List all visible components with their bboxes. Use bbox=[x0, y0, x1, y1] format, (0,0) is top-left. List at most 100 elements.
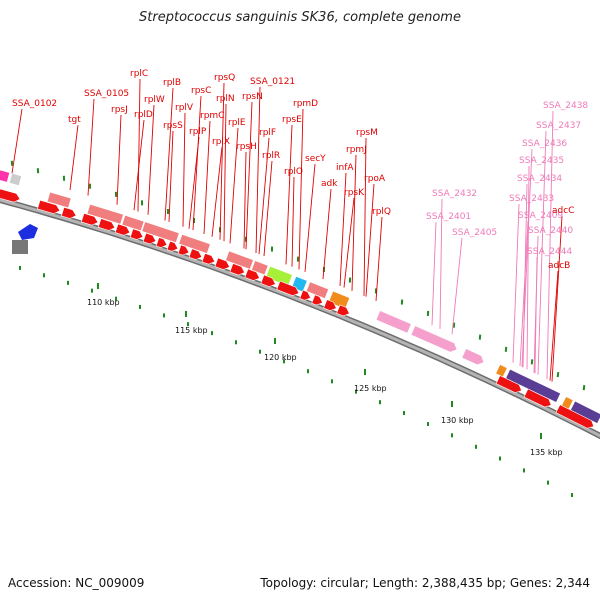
forward-gene bbox=[121, 214, 145, 232]
leader-line bbox=[431, 221, 437, 326]
upper-tick bbox=[530, 359, 534, 365]
reverse-gene-shape bbox=[244, 268, 260, 281]
gene-label: rpsK bbox=[344, 188, 365, 198]
reverse-gene-shape bbox=[201, 252, 216, 265]
scale-tick bbox=[523, 468, 525, 473]
major-tick bbox=[540, 433, 542, 439]
scale-tick bbox=[115, 296, 117, 301]
leader-line bbox=[363, 137, 367, 296]
scale-tick bbox=[475, 444, 477, 449]
orange-cds-shape bbox=[495, 364, 508, 378]
pink-cds bbox=[410, 325, 458, 353]
gene-layer bbox=[0, 169, 600, 429]
scale-label: 125 kbp bbox=[354, 384, 387, 393]
leader-line bbox=[137, 78, 141, 212]
reverse-gene-shape bbox=[276, 280, 300, 296]
major-tick bbox=[185, 311, 187, 317]
gene-label: rpsS bbox=[163, 121, 183, 131]
leader-line bbox=[255, 86, 261, 254]
upper-tick bbox=[270, 246, 274, 252]
leader-line bbox=[182, 112, 186, 227]
gene-label: secY bbox=[305, 154, 326, 164]
scale-tick bbox=[403, 411, 405, 416]
major-tick bbox=[364, 369, 366, 375]
forward-gene bbox=[225, 250, 254, 270]
gene-label: SSA_2401 bbox=[426, 212, 471, 222]
leader-line bbox=[375, 216, 383, 301]
leader-line bbox=[534, 256, 538, 374]
scale-label-layer: 110 kbp 115 kbp 120 kbp 125 kbp 130 kbp 135 k… bbox=[87, 283, 563, 457]
gene-label: rplN bbox=[216, 94, 235, 104]
leader-line bbox=[291, 176, 295, 267]
upper-tick bbox=[88, 183, 92, 189]
leader-line bbox=[133, 119, 145, 211]
reverse-gene-shape bbox=[229, 263, 246, 276]
gene-label: adcB bbox=[548, 261, 570, 271]
gene-label: rplX bbox=[212, 137, 230, 147]
reverse-gene bbox=[299, 289, 312, 301]
leader-line bbox=[245, 101, 253, 250]
scale-tick bbox=[331, 379, 333, 384]
leader-line bbox=[285, 124, 293, 265]
leader-line bbox=[537, 130, 547, 375]
leader-line bbox=[243, 151, 247, 249]
leader-line bbox=[451, 237, 463, 335]
major-tick bbox=[97, 283, 99, 289]
gene-label: rpmC bbox=[200, 111, 224, 121]
pink-cds-shape bbox=[461, 348, 485, 366]
leader-line bbox=[87, 98, 95, 196]
gene-label: SSA_2440 bbox=[528, 226, 573, 236]
upper-tick bbox=[582, 385, 586, 391]
gene-label: rpsQ bbox=[214, 73, 235, 83]
upper-tick bbox=[10, 160, 14, 166]
gene-label: rplE bbox=[228, 118, 246, 128]
reverse-gene-shape bbox=[260, 274, 276, 287]
scale-tick bbox=[547, 480, 549, 485]
gene-label: rpsJ bbox=[111, 105, 128, 115]
gene-label: adk bbox=[321, 179, 338, 189]
leader-line bbox=[521, 148, 533, 368]
leader-line bbox=[147, 104, 155, 215]
upper-tick bbox=[114, 191, 118, 197]
leader-line bbox=[365, 183, 375, 297]
leader-line bbox=[164, 87, 174, 221]
forward-gene-shape bbox=[225, 250, 254, 270]
accession-text: Accession: NC_009009 bbox=[8, 576, 145, 590]
leader-line bbox=[116, 114, 122, 205]
scale-label: 135 kbp bbox=[530, 448, 563, 457]
forward-gene bbox=[251, 260, 269, 276]
forward-gene bbox=[178, 233, 211, 254]
leader-line bbox=[211, 146, 223, 237]
leader-line bbox=[519, 220, 529, 367]
scale-tick bbox=[283, 359, 285, 364]
gene-label: rpmJ bbox=[346, 145, 367, 155]
leader-line bbox=[304, 163, 316, 272]
magenta-gene bbox=[0, 169, 11, 183]
leader-line bbox=[526, 165, 530, 370]
leader-line bbox=[203, 120, 211, 235]
reverse-gene bbox=[244, 268, 260, 281]
forward-gene-shape bbox=[251, 260, 269, 276]
gene-label: SSA_0121 bbox=[250, 77, 295, 87]
gene-label: rpsM bbox=[356, 128, 378, 138]
gene-label: SSA_0102 bbox=[12, 99, 57, 109]
reverse-gene-shape bbox=[114, 223, 131, 236]
gene-label: SSA_2436 bbox=[522, 139, 567, 149]
scale-label: 130 kbp bbox=[441, 416, 474, 425]
gene-label: SSA_2405 bbox=[452, 228, 497, 238]
gene-label: adcC bbox=[552, 206, 574, 216]
purple-cds-shape bbox=[505, 368, 561, 403]
gene-label: rpoA bbox=[364, 174, 386, 184]
forward-gene-shape bbox=[46, 191, 72, 209]
orange-gene-shape bbox=[328, 290, 351, 310]
lime-gene bbox=[265, 265, 293, 287]
gene-label: SSA_2433 bbox=[509, 194, 554, 204]
reverse-gene bbox=[155, 237, 168, 248]
scale-label: 115 kbp bbox=[175, 326, 208, 335]
pink-cds bbox=[461, 348, 485, 366]
gene-label: rplD bbox=[134, 110, 153, 120]
gene-label: rplV bbox=[175, 103, 194, 113]
scale-tick bbox=[355, 389, 357, 394]
gene-label: rplO bbox=[284, 167, 303, 177]
